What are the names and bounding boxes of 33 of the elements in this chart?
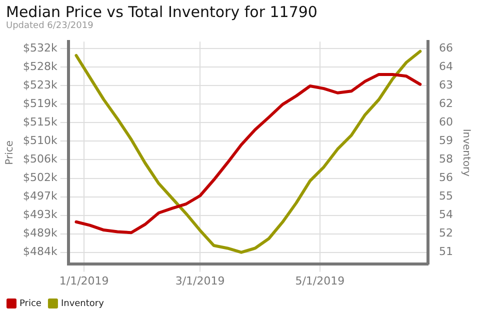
y-tick-label: $515k (22, 116, 58, 129)
x-tick-label: 3/1/2019 (175, 274, 225, 288)
legend-label: Inventory (60, 298, 105, 309)
chart-title: Median Price vs Total Inventory for 11790 (5, 2, 318, 21)
y2-tick-label: 62 (439, 97, 454, 110)
y2-tick-label: 59 (439, 134, 454, 148)
y2-tick-label: 52 (439, 226, 454, 240)
y2-tick-label: 55 (439, 190, 454, 203)
y-tick-label: $506k (22, 152, 58, 166)
y-axis-title: Price (4, 140, 16, 165)
legend-label: Price (20, 298, 42, 309)
x-tick-label: 5/1/2019 (295, 274, 345, 288)
y-tick-label: $528k (22, 60, 58, 74)
x-tick-label: 1/1/2019 (59, 274, 109, 288)
y2-tick-label: 66 (439, 42, 454, 55)
y2-tick-label: 64 (439, 60, 454, 74)
y-tick-label: $532k (22, 41, 58, 54)
y-tick-label: $497k (22, 190, 58, 203)
y-tick-label: $493k (22, 208, 58, 222)
y-tick-label: $523k (22, 78, 58, 92)
y-tick-label: $510k (22, 134, 58, 148)
y2-tick-label: 54 (439, 208, 454, 222)
chart-subtitle: Updated 6/23/2019 (5, 21, 94, 32)
y-tick-label: $502k (22, 171, 58, 184)
y2-tick-label: 63 (439, 78, 454, 92)
y2-tick-label: 56 (439, 171, 454, 184)
y-tick-label: $484k (22, 245, 58, 258)
y-tick-label: $519k (22, 97, 58, 110)
y2-tick-label: 58 (439, 152, 454, 166)
y2-axis-title: Inventory (460, 128, 472, 177)
y-tick-label: $489k (22, 226, 58, 240)
y2-tick-label: 60 (439, 116, 454, 129)
y2-tick-label: 51 (439, 245, 454, 258)
